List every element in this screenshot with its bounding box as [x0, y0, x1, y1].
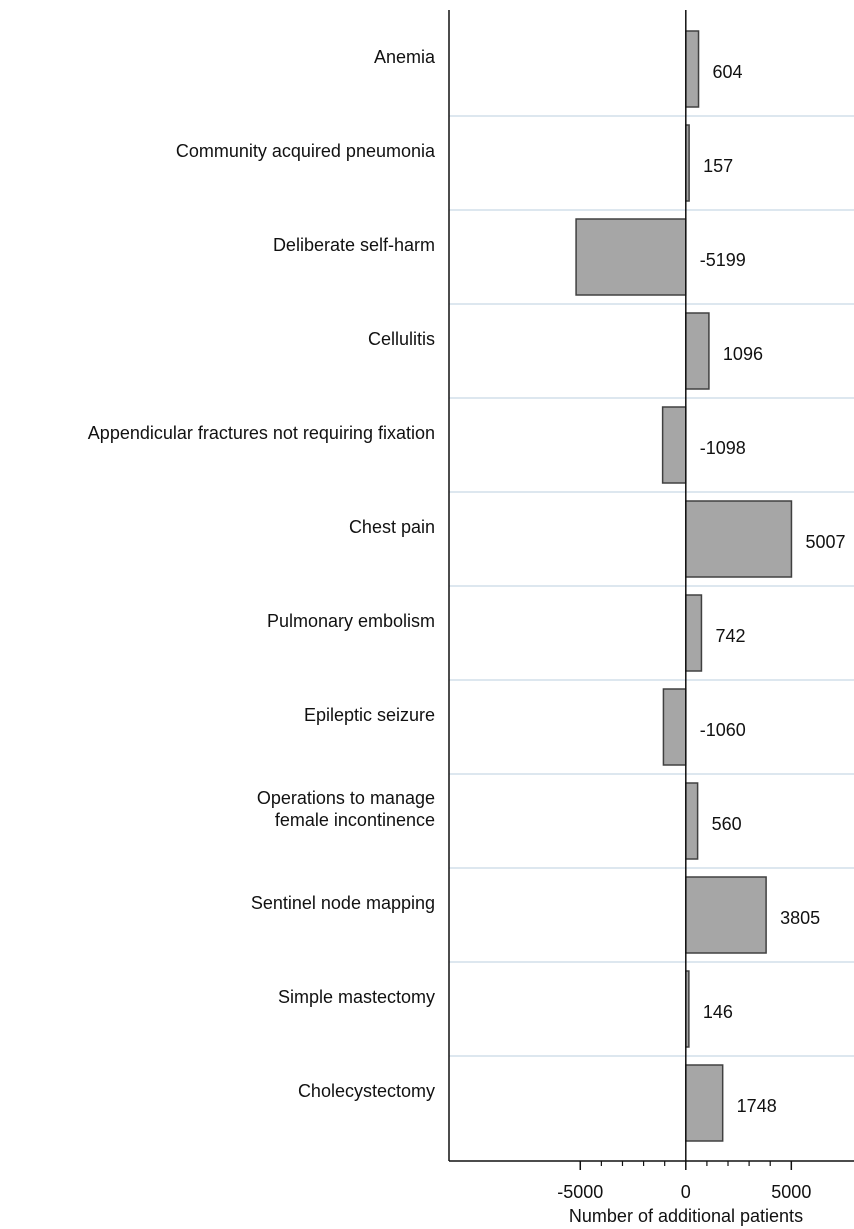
category-label: Cholecystectomy — [298, 1081, 435, 1101]
x-axis-title: Number of additional patients — [569, 1206, 803, 1226]
x-tick-label: 0 — [681, 1182, 691, 1202]
category-label: Operations to manage female incontinence — [257, 788, 435, 830]
category-label: Simple mastectomy — [278, 987, 435, 1007]
x-tick-label: -5000 — [557, 1182, 603, 1202]
value-label: -5199 — [700, 250, 746, 270]
value-label: 1748 — [737, 1096, 777, 1116]
category-label: Epileptic seizure — [304, 705, 435, 725]
value-label: 742 — [715, 626, 745, 646]
bar — [661, 406, 687, 484]
bar — [685, 782, 699, 860]
bar — [685, 312, 710, 390]
bar — [685, 876, 767, 954]
value-label: 146 — [703, 1002, 733, 1022]
bar — [685, 594, 703, 672]
bar — [662, 688, 687, 766]
value-label: -1098 — [700, 438, 746, 458]
value-label: -1060 — [700, 720, 746, 740]
category-label: Chest pain — [349, 517, 435, 537]
category-label: Pulmonary embolism — [267, 611, 435, 631]
category-label: Deliberate self-harm — [273, 235, 435, 255]
value-label: 157 — [703, 156, 733, 176]
value-label: 1096 — [723, 344, 763, 364]
bar — [575, 218, 687, 296]
value-label: 5007 — [805, 532, 845, 552]
category-label: Community acquired pneumonia — [176, 141, 436, 161]
value-label: 604 — [713, 62, 743, 82]
value-label: 560 — [712, 814, 742, 834]
category-label: Cellulitis — [368, 329, 435, 349]
value-label: 3805 — [780, 908, 820, 928]
bar — [685, 500, 793, 578]
category-label: Sentinel node mapping — [251, 893, 435, 913]
category-label: Appendicular fractures not requiring fix… — [88, 423, 435, 443]
bar — [685, 1064, 724, 1142]
bar — [685, 30, 700, 108]
category-label: Anemia — [374, 47, 436, 67]
x-tick-label: 5000 — [771, 1182, 811, 1202]
